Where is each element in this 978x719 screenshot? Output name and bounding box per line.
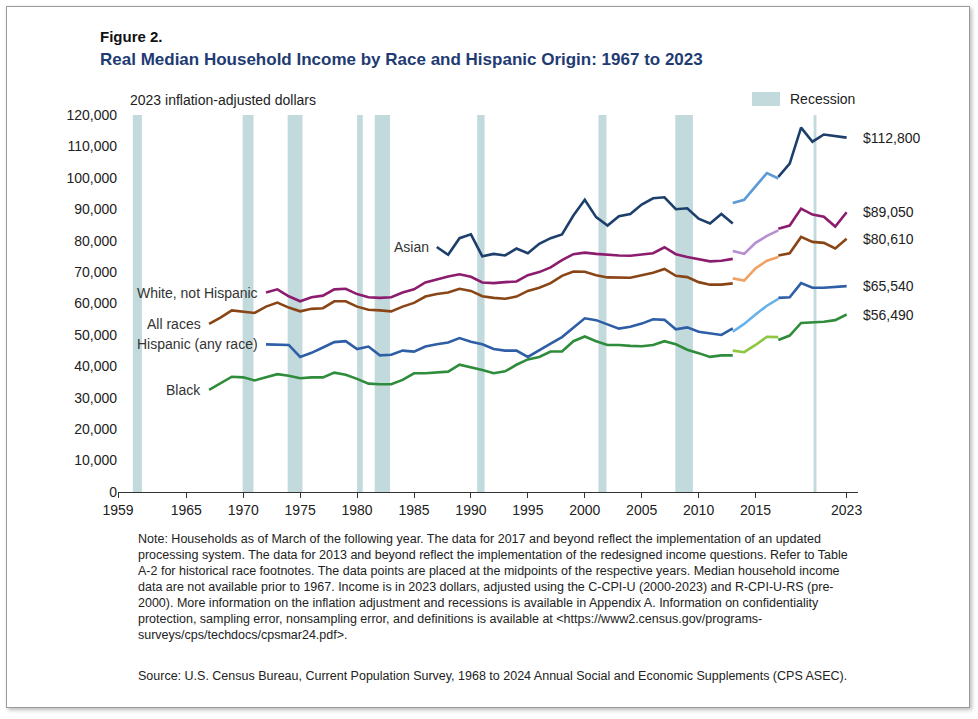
svg-text:2000: 2000 xyxy=(569,502,600,518)
svg-text:All races: All races xyxy=(147,316,201,332)
svg-text:90,000: 90,000 xyxy=(74,201,117,217)
svg-text:120,000: 120,000 xyxy=(66,107,117,123)
svg-text:$80,610: $80,610 xyxy=(863,231,914,247)
svg-text:2023: 2023 xyxy=(831,502,862,518)
svg-text:100,000: 100,000 xyxy=(66,170,117,186)
svg-text:$112,800: $112,800 xyxy=(863,130,921,146)
svg-text:1975: 1975 xyxy=(285,502,316,518)
html-text:Note: Households as of March o: Note: Households as of March of the foll… xyxy=(138,532,848,642)
svg-text:Hispanic (any race): Hispanic (any race) xyxy=(137,336,258,352)
svg-text:1965: 1965 xyxy=(171,502,202,518)
svg-text:1985: 1985 xyxy=(398,502,429,518)
svg-text:70,000: 70,000 xyxy=(74,264,117,280)
html-text:Figure 2.: Figure 2. xyxy=(100,28,163,45)
svg-text:White, not Hispanic: White, not Hispanic xyxy=(137,285,258,301)
svg-text:Asian: Asian xyxy=(394,239,429,255)
html-text:Real Median Household Income b: Real Median Household Income by Race and… xyxy=(100,50,703,69)
svg-text:Black: Black xyxy=(166,382,201,398)
svg-text:60,000: 60,000 xyxy=(74,295,117,311)
svg-text:110,000: 110,000 xyxy=(67,138,117,154)
svg-text:50,000: 50,000 xyxy=(74,327,117,343)
svg-text:80,000: 80,000 xyxy=(74,233,117,249)
svg-text:1990: 1990 xyxy=(455,502,486,518)
svg-text:1970: 1970 xyxy=(228,502,259,518)
svg-text:2010: 2010 xyxy=(683,502,714,518)
svg-text:20,000: 20,000 xyxy=(74,421,117,437)
svg-text:30,000: 30,000 xyxy=(74,390,117,406)
svg-text:$56,490: $56,490 xyxy=(863,307,914,323)
svg-text:40,000: 40,000 xyxy=(74,358,117,374)
svg-text:10,000: 10,000 xyxy=(74,452,117,468)
html-text:Source: U.S. Census Bureau, Cu: Source: U.S. Census Bureau, Current Popu… xyxy=(138,669,848,683)
svg-text:$89,050: $89,050 xyxy=(863,204,914,220)
svg-text:Recession: Recession xyxy=(790,91,855,107)
svg-text:2015: 2015 xyxy=(740,502,771,518)
svg-text:2023 inflation-adjusted dollar: 2023 inflation-adjusted dollars xyxy=(130,92,316,108)
svg-text:1959: 1959 xyxy=(102,502,133,518)
svg-text:1995: 1995 xyxy=(512,502,543,518)
svg-text:0: 0 xyxy=(109,484,117,500)
svg-text:1980: 1980 xyxy=(342,502,373,518)
svg-text:$65,540: $65,540 xyxy=(863,278,914,294)
svg-text:2005: 2005 xyxy=(626,502,657,518)
